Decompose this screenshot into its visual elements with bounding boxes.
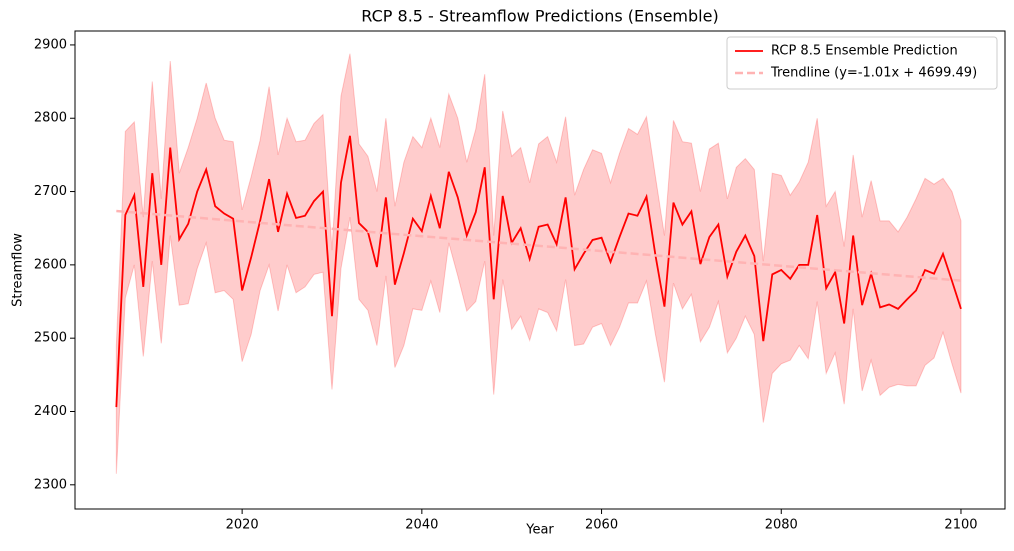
y-tick-label: 2300: [34, 477, 67, 492]
y-tick-label: 2600: [34, 257, 67, 272]
y-tick-label: 2400: [34, 404, 67, 419]
y-axis-label: Streamflow: [11, 233, 26, 307]
y-tick-label: 2700: [34, 184, 67, 199]
y-tick-label: 2800: [34, 111, 67, 126]
x-tick-label: 2060: [585, 518, 618, 533]
y-tick-label: 2900: [34, 37, 67, 52]
trendline: [116, 209, 962, 282]
x-tick-label: 2100: [944, 518, 977, 533]
plot-frame: [74, 30, 1006, 510]
legend-label: RCP 8.5 Ensemble Prediction: [771, 44, 958, 59]
confidence-band: [115, 53, 962, 474]
x-tick-label: 2040: [405, 518, 438, 533]
x-axis-label: Year: [525, 523, 554, 538]
x-tick-label: 2020: [226, 518, 259, 533]
legend-label: Trendline (y=-1.01x + 4699.49): [770, 66, 977, 81]
legend-box: [726, 36, 998, 90]
series-line: [115, 135, 962, 408]
x-tick-label: 2080: [765, 518, 798, 533]
chart-title: RCP 8.5 - Streamflow Predictions (Ensemb…: [361, 7, 718, 26]
y-tick-label: 2500: [34, 331, 67, 346]
